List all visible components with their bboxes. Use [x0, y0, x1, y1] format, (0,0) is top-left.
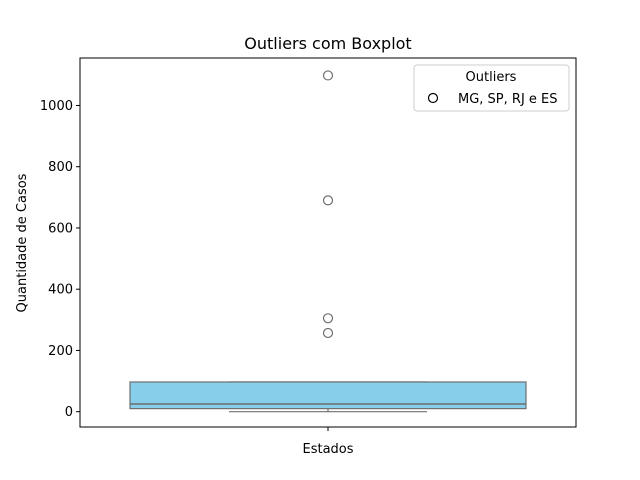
- chart-title: Outliers com Boxplot: [244, 34, 411, 53]
- outlier-group: [322, 70, 334, 339]
- y-tick-label: 600: [48, 221, 73, 236]
- y-tick-label: 400: [48, 283, 73, 298]
- x-tick-label: Estados: [302, 442, 353, 457]
- y-tick-label: 200: [48, 344, 73, 359]
- y-axis-label: Quantidade de Casos: [15, 173, 30, 312]
- outlier-point: [322, 70, 334, 81]
- legend-marker: [427, 92, 439, 104]
- outlier-point: [322, 327, 334, 339]
- y-tick-label: 800: [48, 160, 73, 175]
- legend-label: MG, SP, RJ e ES: [458, 92, 558, 107]
- y-tick-label: 1000: [40, 99, 73, 114]
- legend-title: Outliers: [466, 70, 517, 85]
- y-axis: 0 200 400 600 800 1000: [40, 99, 329, 431]
- outlier-point: [322, 195, 334, 206]
- legend: Outliers MG, SP, RJ e ES: [413, 64, 570, 112]
- outlier-point: [322, 313, 334, 324]
- box-group: [129, 381, 527, 413]
- y-tick-label: 0: [65, 405, 73, 420]
- plot-area-frame: [79, 57, 577, 428]
- legend-frame: [413, 64, 570, 112]
